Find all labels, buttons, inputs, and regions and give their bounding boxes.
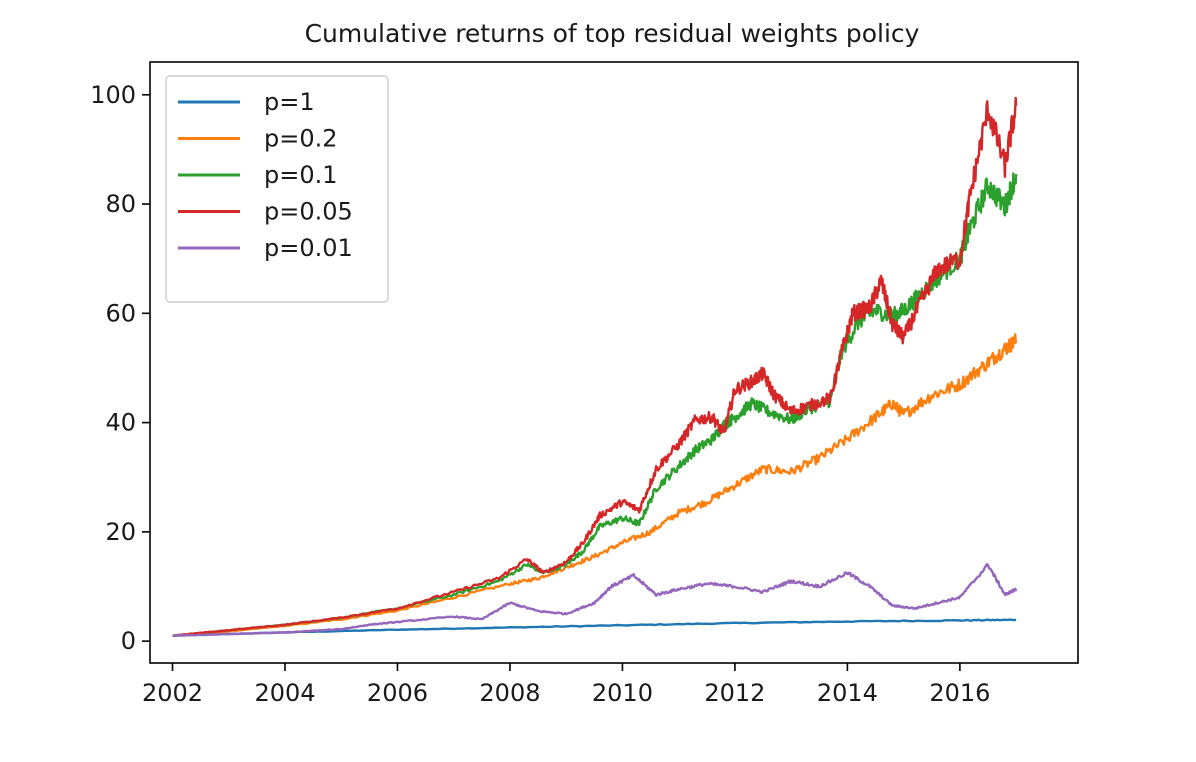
y-tick-label-80: 80	[105, 190, 136, 218]
x-tick-label-2014: 2014	[817, 679, 878, 707]
x-tick-label-2002: 2002	[142, 679, 203, 707]
y-tick-label-100: 100	[90, 81, 136, 109]
x-tick-label-2006: 2006	[367, 679, 428, 707]
legend-label-0: p=1	[264, 88, 315, 116]
legend-label-3: p=0.05	[264, 198, 353, 226]
series-line-1	[172, 333, 1018, 637]
x-tick-label-2008: 2008	[479, 679, 540, 707]
y-tick-label-60: 60	[105, 299, 136, 327]
series-line-4	[172, 563, 1018, 637]
y-tick-label-0: 0	[121, 627, 136, 655]
plot-frame	[149, 61, 1079, 664]
y-tick-label-40: 40	[105, 409, 136, 437]
x-axis: 2002 2004 2006 2008 2010 2012 2014 2016	[142, 663, 990, 707]
x-tick-label-2016: 2016	[929, 679, 990, 707]
y-tick-label-20: 20	[105, 518, 136, 546]
legend-label-2: p=0.1	[264, 161, 338, 189]
series-line-3	[172, 96, 1018, 637]
x-tick-label-2012: 2012	[704, 679, 765, 707]
legend-box	[165, 75, 389, 303]
series-line-0	[172, 618, 1017, 637]
x-tick-label-2010: 2010	[592, 679, 653, 707]
chart-title: Cumulative returns of top residual weigh…	[305, 19, 920, 48]
series-layer	[172, 96, 1018, 637]
x-tick-label-2004: 2004	[254, 679, 315, 707]
legend: p=1 p=0.2 p=0.1 p=0.05 p=0.01	[165, 75, 389, 303]
legend-label-1: p=0.2	[264, 125, 338, 153]
legend-label-4: p=0.01	[264, 234, 353, 262]
y-axis: 0 20 40 60 80 100	[90, 81, 150, 655]
